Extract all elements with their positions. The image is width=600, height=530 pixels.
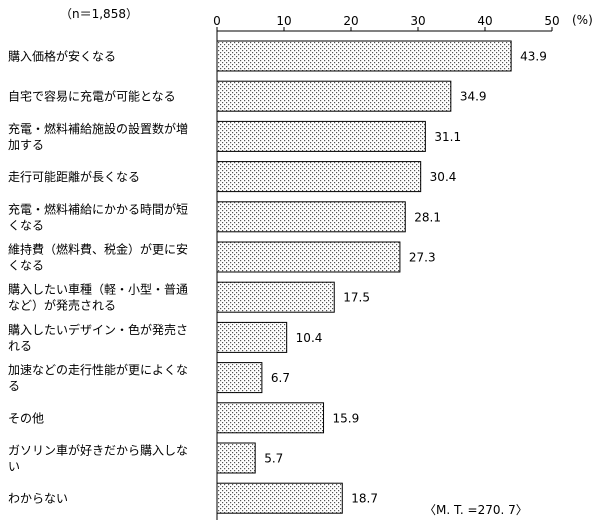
value-labels: 43.9 34.9 31.1 30.4 28.1 27.3 17.5 10.4 6.7 15.9 5… — [264, 50, 547, 506]
category-label: 加速などの走行性能が更によくなる — [8, 362, 188, 393]
x-tick-label: 0 — [213, 14, 221, 28]
bar — [216, 442, 256, 474]
x-tick-label: 40 — [477, 14, 492, 28]
category-label-line: 購入したいデザイン・色が発売さ — [8, 322, 188, 337]
category-label-line: 走行可能距離が長くなる — [8, 169, 140, 184]
category-label: ガソリン車が好きだから購入しない — [8, 443, 188, 474]
bar — [216, 362, 263, 394]
x-tick-label: 20 — [343, 14, 358, 28]
category-label-line: い — [8, 460, 20, 474]
value-label: 15.9 — [333, 411, 360, 425]
bar — [216, 40, 512, 72]
x-tick-label: 50 — [544, 14, 559, 28]
category-label-line: れる — [8, 339, 32, 353]
value-label: 34.9 — [460, 90, 487, 104]
value-label: 31.1 — [434, 130, 461, 144]
unit-label: (%) — [572, 13, 593, 27]
x-tick-label: 30 — [410, 14, 425, 28]
category-label-line: その他 — [8, 411, 44, 425]
value-label: 17.5 — [343, 291, 370, 305]
bar — [216, 241, 401, 273]
category-labels: 購入価格が安くなる自宅で容易に充電が可能となる充電・燃料補給施設の設置数が増加す… — [8, 49, 188, 506]
category-label-line: 加速などの走行性能が更によくな — [8, 362, 188, 377]
value-label: 28.1 — [414, 210, 441, 224]
bars — [216, 40, 512, 514]
category-label-line: 購入価格が安くなる — [8, 49, 116, 64]
category-label-line: る — [8, 379, 20, 393]
category-label-line: ガソリン車が好きだから購入しな — [8, 443, 188, 458]
bar — [216, 80, 452, 112]
bar — [216, 402, 325, 434]
category-label-line: わからない — [8, 492, 68, 506]
value-label: 18.7 — [351, 492, 378, 506]
category-label-line: 購入したい車種（軽・小型・普通 — [8, 283, 188, 297]
category-label-line: 自宅で容易に充電が可能となる — [8, 89, 176, 104]
value-label: 27.3 — [409, 251, 436, 265]
value-label: 6.7 — [271, 371, 290, 385]
x-tick-label: 10 — [276, 14, 291, 28]
category-label: わからない — [8, 492, 68, 506]
category-label: 購入価格が安くなる — [8, 49, 116, 64]
value-label: 5.7 — [264, 452, 283, 466]
bar — [216, 281, 335, 313]
category-label-line: 維持費（燃料費、税金）が更に安 — [8, 242, 188, 257]
category-label-line: 充電・燃料補給施設の設置数が増 — [8, 121, 188, 136]
category-label: 維持費（燃料費、税金）が更に安くなる — [8, 242, 188, 273]
bar — [216, 120, 426, 152]
value-label: 43.9 — [520, 50, 547, 64]
bar — [216, 482, 343, 514]
category-label-line: くなる — [8, 218, 44, 232]
axis-lines — [216, 30, 552, 520]
value-label: 10.4 — [296, 331, 323, 345]
bar — [216, 321, 288, 353]
category-label: 自宅で容易に充電が可能となる — [8, 89, 176, 104]
category-label-line: くなる — [8, 259, 44, 273]
category-label: 充電・燃料補給にかかる時間が短くなる — [8, 201, 188, 232]
category-label-line: 充電・燃料補給にかかる時間が短 — [8, 201, 188, 216]
category-label: 充電・燃料補給施設の設置数が増加する — [8, 121, 188, 152]
category-label-line: 加する — [8, 138, 44, 152]
x-axis: 0 10 20 30 40 50 — [213, 14, 560, 31]
annotation-mt: 〈M. T. =270. 7〉 — [424, 503, 528, 517]
category-label: その他 — [8, 411, 44, 425]
value-label: 30.4 — [430, 170, 457, 184]
category-label: 走行可能距離が長くなる — [8, 169, 140, 184]
category-label: 購入したいデザイン・色が発売される — [8, 322, 188, 353]
category-label-line: など）が発売される — [8, 298, 116, 313]
sample-size-label: （n＝1,858） — [60, 7, 138, 21]
bar — [216, 161, 422, 193]
bar — [216, 201, 406, 233]
category-label: 購入したい車種（軽・小型・普通など）が発売される — [8, 283, 188, 313]
